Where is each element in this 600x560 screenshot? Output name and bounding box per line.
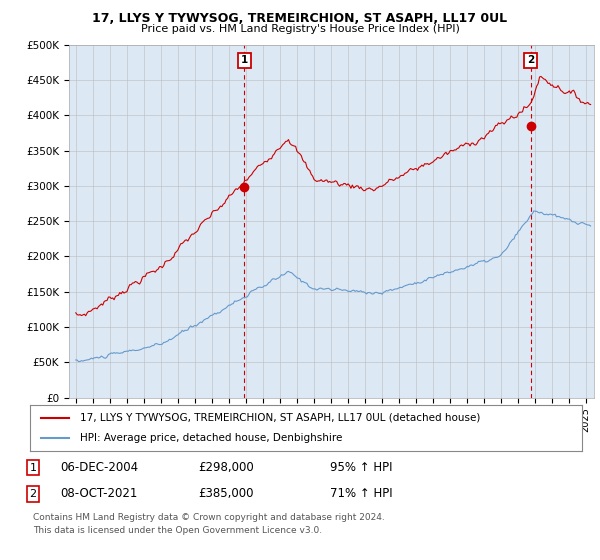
Text: 71% ↑ HPI: 71% ↑ HPI: [330, 487, 392, 501]
Text: 2: 2: [29, 489, 37, 499]
Text: 17, LLYS Y TYWYSOG, TREMEIRCHION, ST ASAPH, LL17 0UL: 17, LLYS Y TYWYSOG, TREMEIRCHION, ST ASA…: [92, 12, 508, 25]
Text: 06-DEC-2004: 06-DEC-2004: [60, 461, 138, 474]
Text: 1: 1: [241, 55, 248, 66]
Text: 95% ↑ HPI: 95% ↑ HPI: [330, 461, 392, 474]
Text: £385,000: £385,000: [198, 487, 254, 501]
Text: HPI: Average price, detached house, Denbighshire: HPI: Average price, detached house, Denb…: [80, 433, 342, 443]
Text: 17, LLYS Y TYWYSOG, TREMEIRCHION, ST ASAPH, LL17 0UL (detached house): 17, LLYS Y TYWYSOG, TREMEIRCHION, ST ASA…: [80, 413, 480, 423]
Text: 08-OCT-2021: 08-OCT-2021: [60, 487, 137, 501]
Text: £298,000: £298,000: [198, 461, 254, 474]
Text: Price paid vs. HM Land Registry's House Price Index (HPI): Price paid vs. HM Land Registry's House …: [140, 24, 460, 34]
Text: Contains HM Land Registry data © Crown copyright and database right 2024.: Contains HM Land Registry data © Crown c…: [33, 513, 385, 522]
Text: This data is licensed under the Open Government Licence v3.0.: This data is licensed under the Open Gov…: [33, 526, 322, 535]
Text: 1: 1: [29, 463, 37, 473]
Text: 2: 2: [527, 55, 534, 66]
